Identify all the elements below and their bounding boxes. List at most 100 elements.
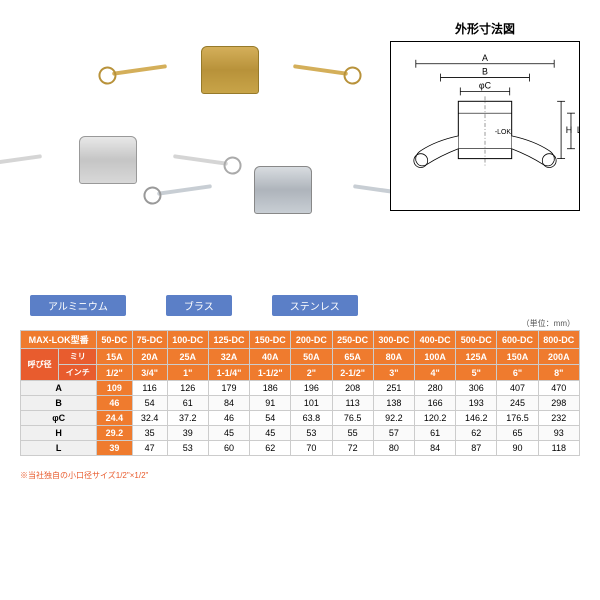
header-inch: 8" [538, 365, 579, 381]
header-size-group: 呼び径 [21, 349, 59, 381]
dim-b: B [482, 67, 488, 77]
cell-first: 46 [97, 396, 132, 411]
cell: 61 [167, 396, 208, 411]
header-inch: 1-1/2" [250, 365, 291, 381]
header-model: 150-DC [250, 331, 291, 349]
cell: 251 [373, 381, 414, 396]
cell: 232 [538, 411, 579, 426]
cell: 118 [538, 441, 579, 456]
header-model: 500-DC [456, 331, 497, 349]
cell: 91 [250, 396, 291, 411]
cell: 54 [132, 396, 167, 411]
header-model: 125-DC [208, 331, 249, 349]
cell-first: 29.2 [97, 426, 132, 441]
cell: 57 [373, 426, 414, 441]
cell: 60 [208, 441, 249, 456]
header-inch: 3" [373, 365, 414, 381]
cell: 80 [373, 441, 414, 456]
cell-first: 109 [97, 381, 132, 396]
cell: 90 [497, 441, 538, 456]
cell: 63.8 [291, 411, 332, 426]
cell: 176.5 [497, 411, 538, 426]
header-model: 400-DC [414, 331, 455, 349]
cell: 298 [538, 396, 579, 411]
dim-a: A [482, 53, 488, 63]
header-model: 50-DC [97, 331, 132, 349]
cell: 55 [332, 426, 373, 441]
header-mm: 40A [250, 349, 291, 365]
row-label: B [21, 396, 97, 411]
diagram-title: 外形寸法図 [390, 20, 580, 37]
cell: 280 [414, 381, 455, 396]
cell: 186 [250, 381, 291, 396]
cell: 46 [208, 411, 249, 426]
header-model: 800-DC [538, 331, 579, 349]
header-inch: 6" [497, 365, 538, 381]
table-row: A109116126179186196208251280306407470 [21, 381, 580, 396]
product-images [30, 20, 380, 300]
cell: 62 [250, 441, 291, 456]
diagram-frame: A B φC -LOK H [390, 41, 580, 211]
header-mm: 20A [132, 349, 167, 365]
cell: 37.2 [167, 411, 208, 426]
cell: 93 [538, 426, 579, 441]
cell: 407 [497, 381, 538, 396]
header-mm: 125A [456, 349, 497, 365]
row-label: φC [21, 411, 97, 426]
header-mm-label: ミリ [59, 349, 97, 365]
cell: 53 [291, 426, 332, 441]
footnote: ※当社独自の小口径サイズ1/2"×1/2" [20, 470, 148, 481]
product-stainless [205, 150, 360, 230]
header-inch: 3/4" [132, 365, 167, 381]
cell-first: 24.4 [97, 411, 132, 426]
cell: 87 [456, 441, 497, 456]
cell: 193 [456, 396, 497, 411]
material-aluminum: アルミニウム [30, 295, 126, 316]
cell: 61 [414, 426, 455, 441]
header-mm: 15A [97, 349, 132, 365]
cell: 70 [291, 441, 332, 456]
cell: 116 [132, 381, 167, 396]
table-row: H29.23539454553555761626593 [21, 426, 580, 441]
header-mm: 50A [291, 349, 332, 365]
row-label: L [21, 441, 97, 456]
cell: 120.2 [414, 411, 455, 426]
header-inch: 4" [414, 365, 455, 381]
cell: 470 [538, 381, 579, 396]
header-model: 600-DC [497, 331, 538, 349]
dim-lok: -LOK [495, 129, 512, 136]
header-inch: 1-1/4" [208, 365, 249, 381]
header-model: 200-DC [291, 331, 332, 349]
header-inch: 1" [167, 365, 208, 381]
header-model: 100-DC [167, 331, 208, 349]
dimension-diagram: 外形寸法図 A B φC -LOK [390, 20, 580, 220]
row-label: H [21, 426, 97, 441]
cell: 45 [250, 426, 291, 441]
cell: 32.4 [132, 411, 167, 426]
cell: 146.2 [456, 411, 497, 426]
cell: 208 [332, 381, 373, 396]
cell: 126 [167, 381, 208, 396]
table-row: φC24.432.437.2465463.876.592.2120.2146.2… [21, 411, 580, 426]
cell-first: 39 [97, 441, 132, 456]
cell: 84 [414, 441, 455, 456]
header-inch: 2" [291, 365, 332, 381]
header-inch: 5" [456, 365, 497, 381]
header-mm: 25A [167, 349, 208, 365]
header-mm: 200A [538, 349, 579, 365]
cell: 47 [132, 441, 167, 456]
cell: 196 [291, 381, 332, 396]
cell: 84 [208, 396, 249, 411]
spec-table: MAX-LOK型番50-DC75-DC100-DC125-DC150-DC200… [20, 330, 580, 456]
header-model-label: MAX-LOK型番 [21, 331, 97, 349]
cell: 138 [373, 396, 414, 411]
cell: 245 [497, 396, 538, 411]
header-model: 300-DC [373, 331, 414, 349]
cell: 113 [332, 396, 373, 411]
header-model: 75-DC [132, 331, 167, 349]
table-row: L3947536062707280848790118 [21, 441, 580, 456]
header-mm: 100A [414, 349, 455, 365]
header-mm: 150A [497, 349, 538, 365]
cell: 179 [208, 381, 249, 396]
header-mm: 32A [208, 349, 249, 365]
